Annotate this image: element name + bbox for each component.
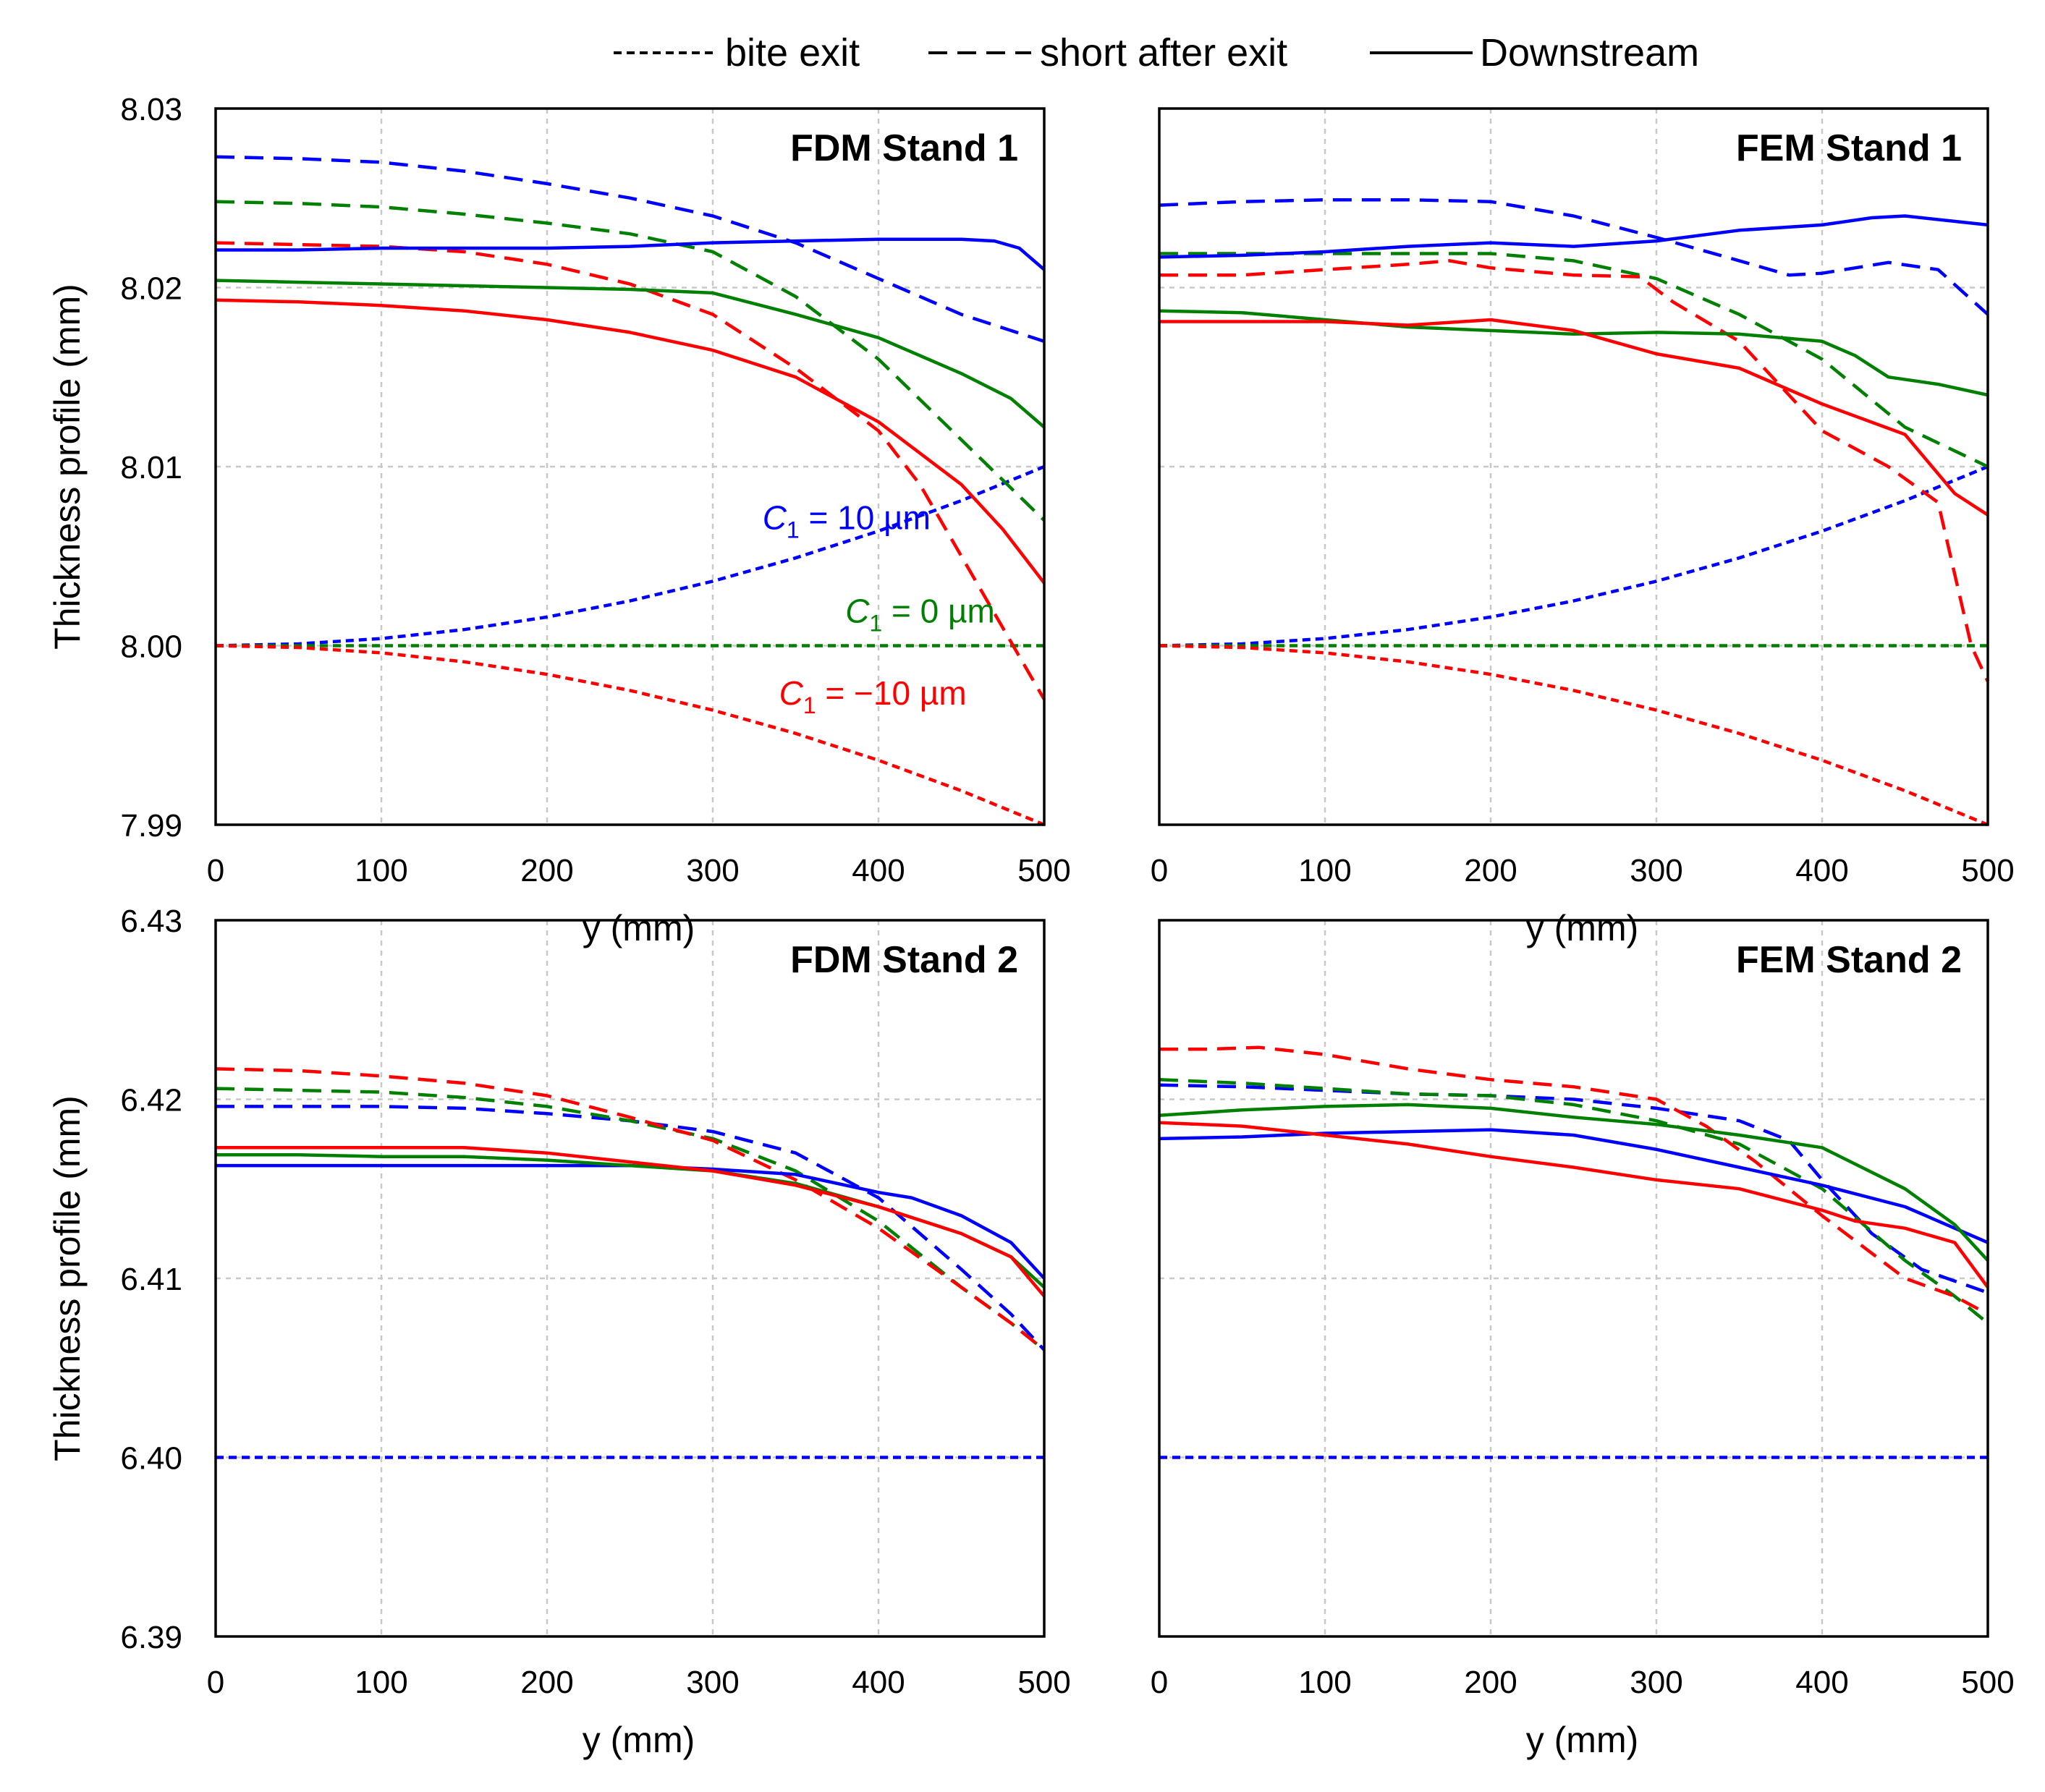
- chart-3-xtick-4: 400: [1795, 1665, 1848, 1700]
- chart-1-xtick-1: 100: [1298, 853, 1351, 888]
- chart-0-xtick-0: 0: [207, 853, 224, 888]
- chart-0-ylabel: Thickness profile (mm): [47, 284, 88, 650]
- chart-1-series-downstream-c1-0-m: [1159, 309, 1989, 397]
- chart-1-xlabel: y (mm): [1526, 908, 1639, 948]
- chart-2-xtick-3: 300: [686, 1665, 739, 1700]
- chart-1-series-short-after-exit-c1-0-m: [1159, 252, 1989, 469]
- chart-1-series-short-after-exit-c1-10-m: [1159, 259, 1990, 682]
- chart-1-series-short-after-exit-c1-10-m: [1159, 198, 1989, 316]
- chart-0-annotation-2: C1 = −10 µm: [779, 674, 967, 718]
- chart-2-xtick-1: 100: [355, 1665, 407, 1700]
- chart-2-series-short-after-exit-c1-10-m: [215, 1067, 1046, 1351]
- legend-bite-exit-label: bite exit: [725, 31, 860, 75]
- chart-0-xtick-2: 200: [520, 853, 573, 888]
- chart-1-xtick-5: 500: [1961, 853, 2014, 888]
- chart-1-title: FEM Stand 1: [1736, 127, 1962, 169]
- chart-2-title: FDM Stand 2: [790, 939, 1018, 981]
- chart-0-xlabel: y (mm): [583, 908, 695, 948]
- chart-3-series-downstream-c1-0-m: [1159, 1103, 1989, 1262]
- chart-2-series-downstream-c1-10-m: [216, 1163, 1046, 1280]
- chart-1-series-downstream-c1-10-m: [1159, 214, 1989, 259]
- chart-2-xtick-4: 400: [852, 1665, 905, 1700]
- chart-3-series-short-after-exit-c1-10-m: [1159, 1083, 1989, 1294]
- chart-1-plot-frame: [1158, 107, 1989, 826]
- chart-3-series-downstream-c1-10-m: [1159, 1121, 1989, 1288]
- chart-0-series-downstream-c1-10-m: [216, 237, 1046, 271]
- chart-0-series-short-after-exit-c1-0-m: [215, 200, 1046, 522]
- chart-2-ytick-1: 6.40: [120, 1441, 182, 1477]
- chart-2-plot-frame: [214, 919, 1046, 1638]
- chart-0-annotation-0: C1 = 10 µm: [763, 499, 931, 543]
- chart-3-xlabel: y (mm): [1526, 1720, 1639, 1760]
- chart-0-ytick-1: 8.00: [120, 629, 182, 665]
- chart-0-series-short-after-exit-c1-10-m: [215, 155, 1045, 343]
- chart-3-title: FEM Stand 2: [1736, 939, 1962, 981]
- chart-0-plot-frame: [214, 107, 1046, 826]
- chart-3-series-short-after-exit-c1-10-m: [1159, 1045, 1989, 1316]
- chart-0-series-short-after-exit-c1-10-m: [215, 241, 1046, 700]
- chart-0-series-bite-exit-c1-10-m: [215, 644, 1045, 827]
- chart-2-ytick-4: 6.43: [120, 904, 182, 939]
- chart-3-xtick-0: 0: [1151, 1665, 1168, 1700]
- chart-1-xtick-4: 400: [1795, 853, 1848, 888]
- chart-0-title: FDM Stand 1: [790, 127, 1018, 169]
- chart-0-xtick-3: 300: [686, 853, 739, 888]
- chart-0-series-downstream-c1-0-m: [215, 279, 1046, 429]
- chart-1-series-bite-exit-c1-10-m: [1159, 464, 1989, 647]
- legend-downstream-label: Downstream: [1480, 31, 1699, 75]
- chart-2-ytick-2: 6.41: [120, 1262, 182, 1297]
- chart-2-ytick-0: 6.39: [120, 1620, 182, 1655]
- chart-2-xlabel: y (mm): [583, 1720, 695, 1760]
- chart-3-series-short-after-exit-c1-0-m: [1159, 1078, 1989, 1325]
- panel-fdm-stand-1: FDM Stand 1 0 100 200 300 400 500 y (mm) 7.99 8.0…: [47, 92, 1071, 948]
- legend: bite exit short after exit Downstream: [614, 31, 1699, 75]
- chart-2-xtick-0: 0: [207, 1665, 224, 1700]
- chart-3-xtick-1: 100: [1298, 1665, 1351, 1700]
- chart-2-series-short-after-exit-c1-10-m: [216, 1105, 1046, 1351]
- chart-1-xtick-3: 300: [1630, 853, 1682, 888]
- chart-2-series-downstream-c1-10-m: [216, 1146, 1046, 1298]
- chart-0-ytick-3: 8.02: [120, 271, 182, 307]
- chart-2-series-short-after-exit-c1-0-m: [215, 1087, 1046, 1351]
- panel-fem-stand-1: FEM Stand 1 0 100 200 300 400 500 y (mm): [1151, 107, 2015, 948]
- chart-3-plot-frame: [1158, 919, 1989, 1638]
- chart-3-xtick-5: 500: [1961, 1665, 2014, 1700]
- chart-0-xtick-4: 400: [852, 853, 905, 888]
- chart-0-annotation-1: C1 = 0 µm: [845, 592, 995, 636]
- chart-0-series-bite-exit-c1-10-m: [215, 464, 1045, 647]
- chart-0-ytick-2: 8.01: [120, 450, 182, 485]
- panel-fem-stand-2: FEM Stand 2 0 100 200 300 400 500 y (mm): [1151, 919, 2015, 1760]
- legend-short-after-exit-label: short after exit: [1040, 31, 1287, 75]
- chart-3-series-downstream-c1-10-m: [1159, 1128, 1989, 1244]
- chart-3-xtick-2: 200: [1464, 1665, 1517, 1700]
- chart-2-ylabel: Thickness profile (mm): [47, 1095, 88, 1461]
- chart-1-series-downstream-c1-10-m: [1159, 318, 1989, 517]
- chart-0-xtick-1: 100: [355, 853, 407, 888]
- chart-1-series-bite-exit-c1-10-m: [1159, 644, 1989, 827]
- chart-0-ytick-4: 8.03: [120, 92, 182, 127]
- chart-0-xtick-5: 500: [1017, 853, 1070, 888]
- panel-fdm-stand-2: FDM Stand 2 0 100 200 300 400 500 y (mm) 6.39 6.4…: [47, 904, 1071, 1760]
- chart-0-series-downstream-c1-10-m: [215, 298, 1046, 585]
- chart-2-ytick-3: 6.42: [120, 1083, 182, 1118]
- chart-2-xtick-2: 200: [520, 1665, 573, 1700]
- chart-2-xtick-5: 500: [1017, 1665, 1070, 1700]
- chart-3-xtick-3: 300: [1630, 1665, 1682, 1700]
- chart-1-xtick-0: 0: [1151, 853, 1168, 888]
- chart-0-ytick-0: 7.99: [120, 808, 182, 844]
- chart-1-xtick-2: 200: [1464, 853, 1517, 888]
